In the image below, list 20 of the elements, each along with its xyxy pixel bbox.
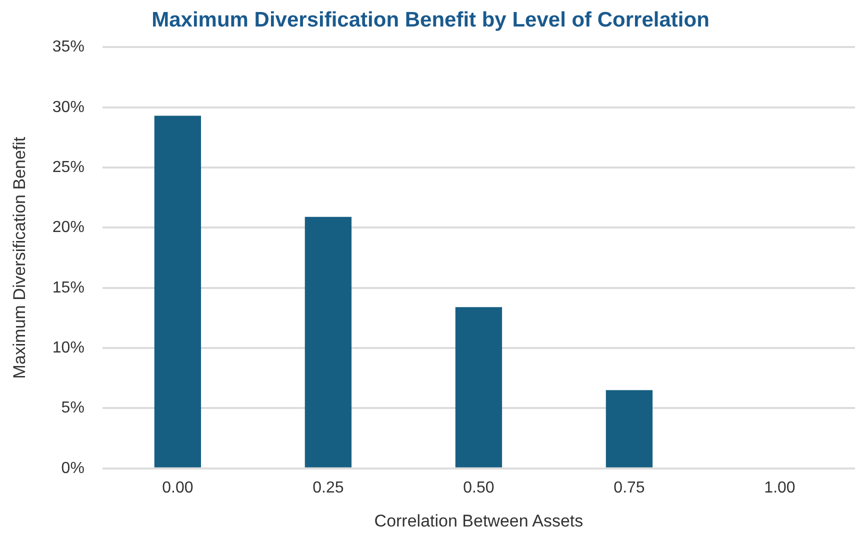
y-tick-label: 0% <box>61 460 84 477</box>
chart-title: Maximum Diversification Benefit by Level of Correlation <box>152 8 710 32</box>
y-tick-label: 10% <box>52 339 84 356</box>
x-tick-label: 0.75 <box>614 479 645 496</box>
x-axis-title: Correlation Between Assets <box>374 511 584 530</box>
x-tick-label: 0.00 <box>162 479 194 496</box>
x-tick-label: 0.50 <box>463 479 494 496</box>
y-tick-label: 20% <box>52 219 84 236</box>
y-tick-label: 5% <box>61 400 84 417</box>
x-tick-label: 0.25 <box>312 479 344 496</box>
y-tick-label: 15% <box>52 279 84 296</box>
y-tick-label: 25% <box>52 158 84 176</box>
y-axis-title: Maximum Diversification Benefit <box>10 136 29 379</box>
y-tick-label: 35% <box>52 38 84 56</box>
bar <box>304 216 352 468</box>
x-tick-label: 1.00 <box>764 479 796 496</box>
bar <box>455 307 502 468</box>
bar <box>606 390 653 468</box>
y-tick-label: 30% <box>52 98 84 116</box>
bar <box>154 116 202 468</box>
